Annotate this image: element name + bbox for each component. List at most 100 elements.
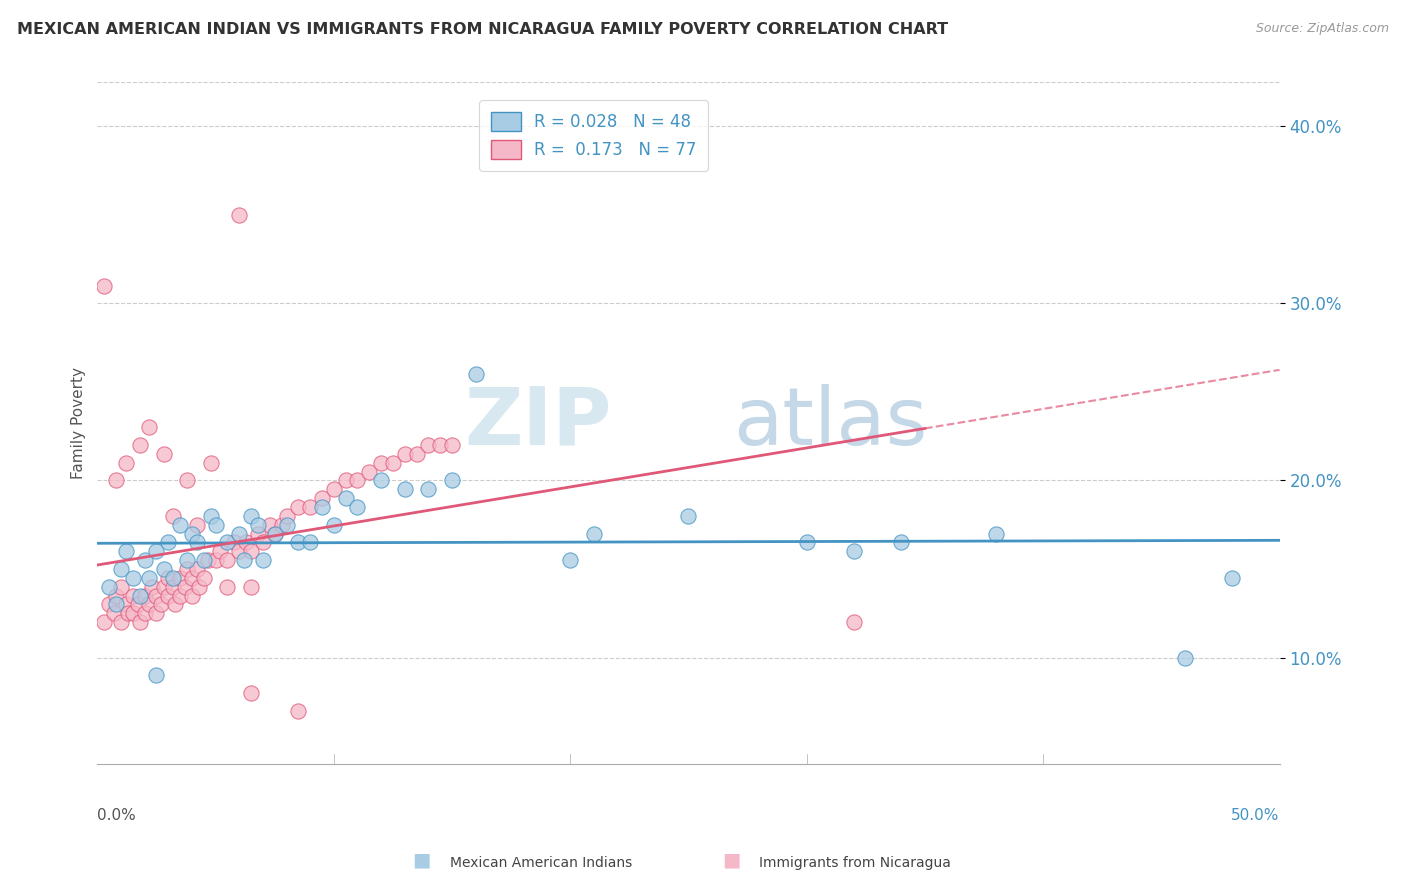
Point: [370, 474, 392, 488]
Point: [228, 544, 250, 558]
Point: [322, 483, 344, 497]
Point: [276, 517, 298, 532]
Point: [346, 500, 368, 514]
Point: [129, 589, 152, 603]
Point: [129, 615, 152, 629]
Point: [890, 535, 912, 549]
Point: [263, 526, 285, 541]
Point: [381, 456, 404, 470]
Point: [359, 465, 381, 479]
Point: [114, 456, 136, 470]
Point: [247, 517, 270, 532]
Point: [370, 456, 392, 470]
Text: ■: ■: [721, 851, 741, 870]
Point: [186, 517, 208, 532]
Point: [176, 474, 198, 488]
Point: [162, 571, 184, 585]
Point: [252, 535, 274, 549]
Point: [464, 367, 486, 381]
Point: [127, 598, 149, 612]
Point: [842, 544, 865, 558]
Point: [93, 615, 115, 629]
Point: [165, 598, 187, 612]
Point: [311, 500, 333, 514]
Point: [263, 526, 285, 541]
Point: [173, 580, 195, 594]
Point: [418, 438, 440, 452]
Point: [134, 589, 156, 603]
Point: [105, 589, 128, 603]
Point: [181, 589, 204, 603]
Point: [157, 535, 180, 549]
Text: Immigrants from Nicaragua: Immigrants from Nicaragua: [759, 855, 950, 870]
Text: Source: ZipAtlas.com: Source: ZipAtlas.com: [1256, 22, 1389, 36]
Point: [110, 562, 132, 576]
Point: [204, 553, 226, 567]
Point: [181, 526, 204, 541]
Point: [311, 491, 333, 505]
Point: [287, 704, 309, 718]
Point: [217, 553, 239, 567]
Text: ZIP: ZIP: [464, 384, 612, 462]
Point: [169, 571, 191, 585]
Point: [121, 589, 143, 603]
Point: [224, 535, 246, 549]
Point: [299, 500, 322, 514]
Point: [188, 580, 211, 594]
Point: [145, 668, 167, 682]
Y-axis label: Family Poverty: Family Poverty: [72, 367, 86, 479]
Point: [145, 607, 167, 621]
Text: MEXICAN AMERICAN INDIAN VS IMMIGRANTS FROM NICARAGUA FAMILY POVERTY CORRELATION : MEXICAN AMERICAN INDIAN VS IMMIGRANTS FR…: [17, 22, 948, 37]
Point: [98, 580, 121, 594]
Point: [796, 535, 818, 549]
Point: [240, 580, 263, 594]
Point: [110, 615, 132, 629]
Point: [252, 553, 274, 567]
Point: [200, 456, 222, 470]
Point: [228, 208, 250, 222]
Point: [240, 686, 263, 700]
Point: [176, 553, 198, 567]
Point: [276, 508, 298, 523]
Point: [678, 508, 700, 523]
Point: [103, 607, 125, 621]
Point: [287, 500, 309, 514]
Point: [162, 580, 184, 594]
Point: [152, 562, 174, 576]
Point: [582, 526, 605, 541]
Point: [233, 553, 256, 567]
Point: [259, 517, 281, 532]
Point: [145, 589, 167, 603]
Point: [157, 589, 180, 603]
Text: Mexican American Indians: Mexican American Indians: [450, 855, 633, 870]
Point: [217, 535, 239, 549]
Point: [193, 553, 215, 567]
Point: [138, 420, 160, 434]
Point: [181, 571, 204, 585]
Point: [186, 535, 208, 549]
Point: [322, 517, 344, 532]
Text: atlas: atlas: [733, 384, 928, 462]
Point: [141, 580, 163, 594]
Point: [129, 438, 152, 452]
Point: [145, 544, 167, 558]
Point: [138, 571, 160, 585]
Point: [440, 438, 463, 452]
Text: ■: ■: [412, 851, 432, 870]
Point: [560, 553, 582, 567]
Point: [1220, 571, 1243, 585]
Point: [209, 544, 232, 558]
Point: [138, 598, 160, 612]
Point: [197, 553, 219, 567]
Point: [418, 483, 440, 497]
Point: [204, 517, 226, 532]
Text: 50.0%: 50.0%: [1232, 808, 1279, 823]
Point: [114, 598, 136, 612]
Point: [98, 598, 121, 612]
Point: [117, 607, 139, 621]
Point: [152, 447, 174, 461]
Point: [152, 580, 174, 594]
Point: [105, 474, 128, 488]
Point: [984, 526, 1007, 541]
Point: [240, 544, 263, 558]
